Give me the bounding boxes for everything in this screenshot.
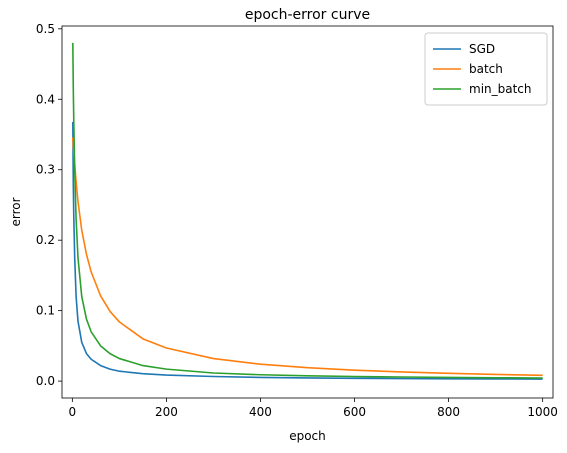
- x-tick-label: 200: [155, 405, 178, 419]
- series-line-batch: [72, 137, 543, 377]
- y-tick-label: 0.1: [36, 304, 55, 318]
- y-tick-label: 0.5: [36, 22, 55, 36]
- legend-entry: min_batch: [469, 82, 532, 96]
- y-tick-label: 0.0: [36, 374, 55, 388]
- y-tick-label: 0.3: [36, 163, 55, 177]
- legend-entry: SGD: [469, 42, 495, 56]
- chart-title: epoch-error curve: [245, 7, 370, 23]
- axes-frame: [61, 25, 554, 399]
- legend: SGD batch min_batch: [424, 32, 548, 106]
- x-tick-label: 400: [249, 405, 272, 419]
- x-tick-label: 0: [69, 405, 77, 419]
- x-axis-label: epoch: [289, 429, 326, 443]
- legend-entry: batch: [469, 62, 503, 76]
- y-axis-ticks: 0.0 0.1 0.2 0.3 0.4 0.5: [36, 22, 62, 388]
- series-line-sgd: [72, 121, 543, 380]
- x-tick-label: 1000: [527, 405, 558, 419]
- x-tick-label: 800: [437, 405, 460, 419]
- y-axis-label: error: [9, 197, 23, 226]
- series-line-min-batch: [72, 42, 543, 379]
- y-tick-label: 0.4: [36, 92, 55, 106]
- x-tick-label: 600: [343, 405, 366, 419]
- legend-box: [424, 32, 548, 106]
- x-axis-ticks: 0 200 400 600 800 1000: [69, 398, 558, 419]
- plot-lines: [72, 42, 543, 380]
- y-tick-label: 0.2: [36, 233, 55, 247]
